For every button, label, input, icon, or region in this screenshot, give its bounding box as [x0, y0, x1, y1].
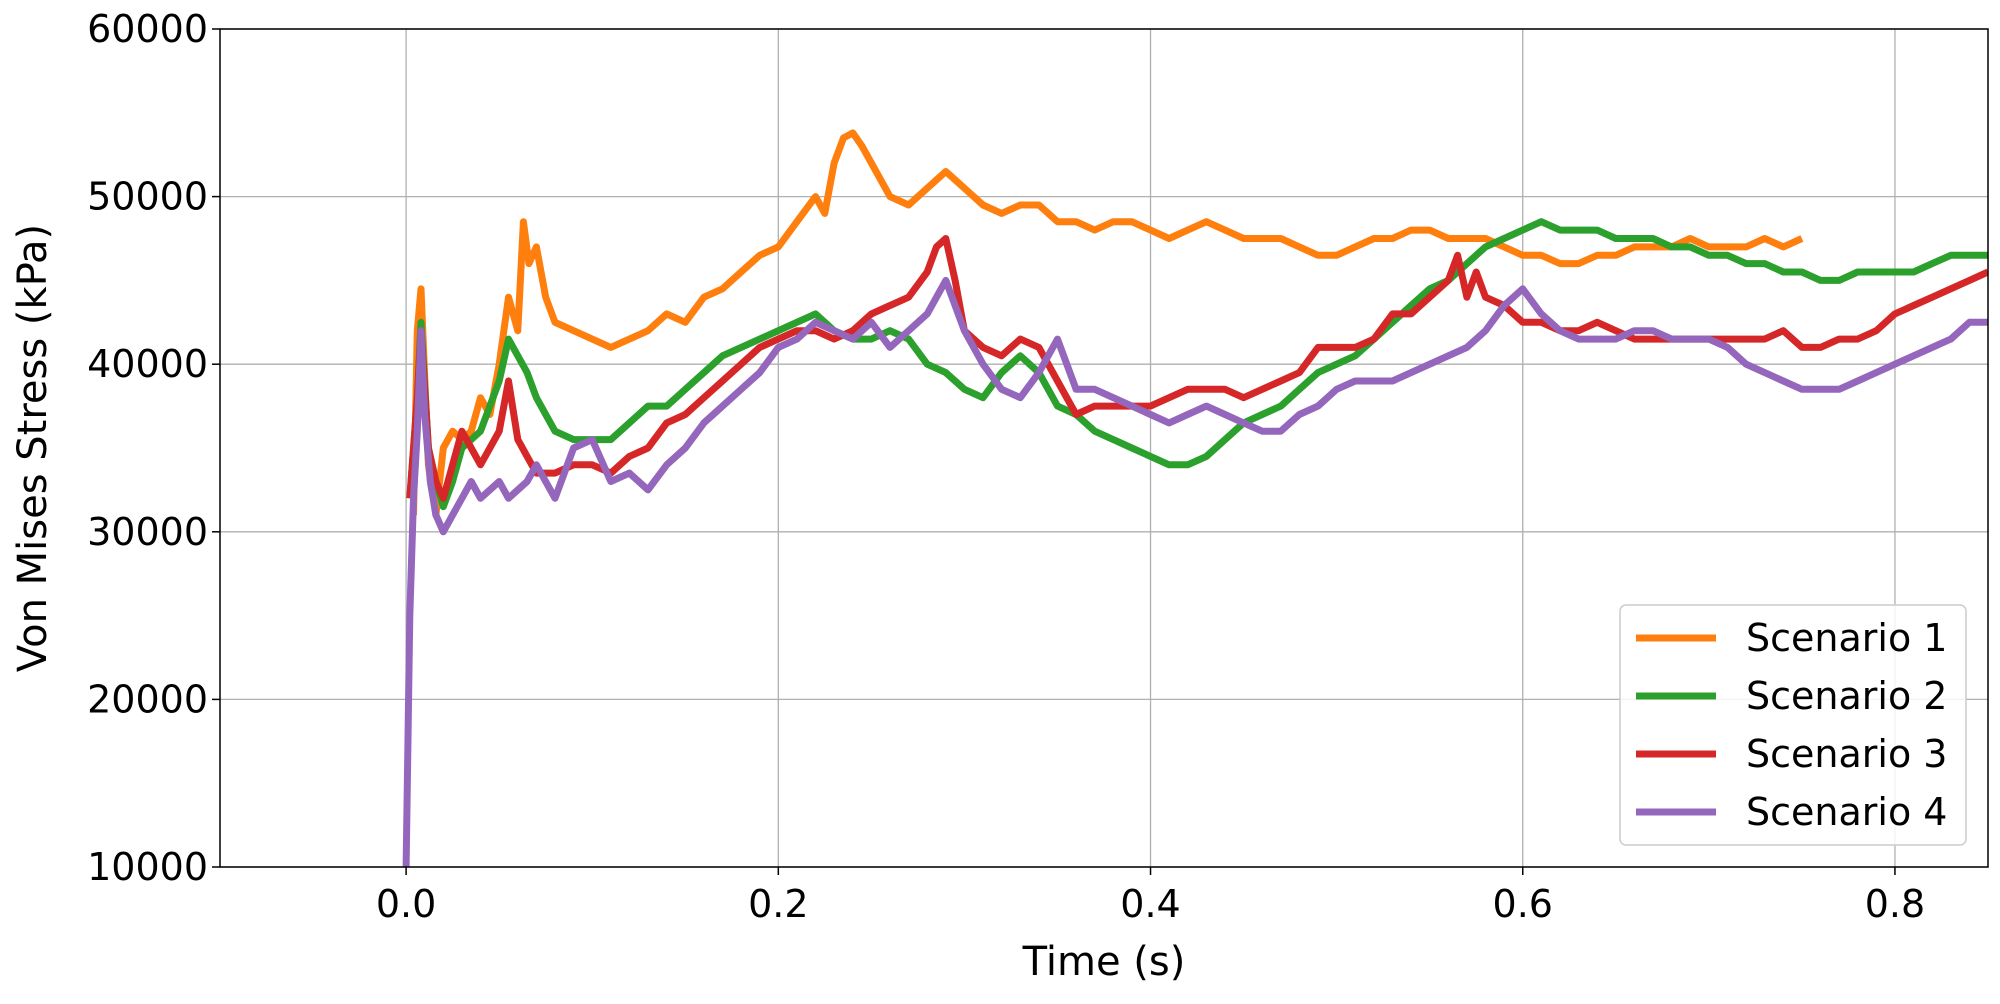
legend-label-3: Scenario 3: [1746, 732, 1947, 776]
y-tick-label: 40000: [87, 342, 208, 386]
y-axis-ticks: 10000 20000 30000 40000 50000 60000: [87, 7, 220, 889]
x-tick-label: 0.0: [376, 882, 436, 926]
legend-label-2: Scenario 2: [1746, 674, 1947, 718]
y-tick-label: 20000: [87, 677, 208, 721]
x-tick-label: 0.4: [1120, 882, 1180, 926]
series-line-4: [402, 276, 1988, 867]
legend: Scenario 1 Scenario 2 Scenario 3 Scenario 4: [1619, 604, 1967, 846]
plot-area-frame: [219, 28, 1989, 868]
y-axis-label: Von Mises Stress (kPa): [10, 224, 56, 672]
legend-label-4: Scenario 4: [1746, 790, 1947, 834]
x-tick-label: 0.2: [748, 882, 808, 926]
legend-frame: [1619, 604, 1967, 846]
y-tick-label: 50000: [87, 175, 208, 219]
legend-label-1: Scenario 1: [1746, 616, 1947, 660]
x-tick-label: 0.6: [1493, 882, 1553, 926]
x-tick-label: 0.8: [1865, 882, 1925, 926]
series-line-2: [406, 218, 1988, 511]
series-lines: [402, 129, 1988, 867]
x-axis-label: Time (s): [1022, 939, 1186, 985]
y-tick-label: 30000: [87, 510, 208, 554]
y-tick-label: 10000: [87, 845, 208, 889]
series-line-1: [410, 129, 1804, 519]
x-axis-ticks: 0.0 0.2 0.4 0.6 0.8: [376, 867, 1925, 926]
y-tick-label: 60000: [87, 7, 208, 51]
